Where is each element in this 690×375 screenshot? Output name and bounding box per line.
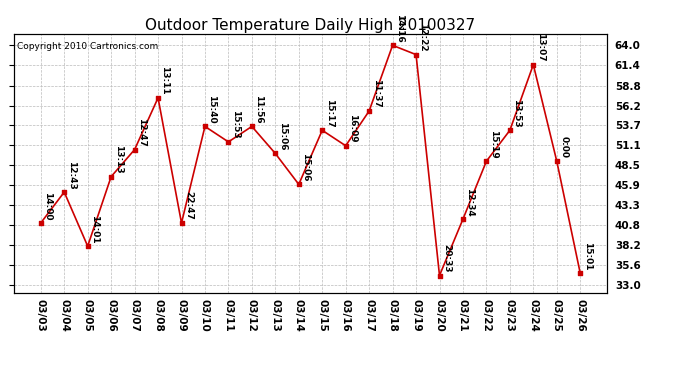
Text: 22:47: 22:47 [184, 191, 193, 220]
Title: Outdoor Temperature Daily High 20100327: Outdoor Temperature Daily High 20100327 [146, 18, 475, 33]
Text: 15:17: 15:17 [325, 99, 334, 128]
Point [199, 123, 210, 129]
Point [82, 243, 93, 249]
Text: 12:43: 12:43 [67, 160, 76, 189]
Point [59, 189, 70, 195]
Point [551, 158, 562, 164]
Text: 12:47: 12:47 [137, 118, 146, 147]
Point [270, 150, 281, 156]
Point [481, 158, 492, 164]
Text: 15:06: 15:06 [302, 153, 310, 182]
Text: 15:40: 15:40 [208, 95, 217, 124]
Text: 12:22: 12:22 [419, 23, 428, 52]
Point [340, 143, 351, 149]
Text: 13:11: 13:11 [161, 66, 170, 95]
Text: Copyright 2010 Cartronics.com: Copyright 2010 Cartronics.com [17, 42, 158, 51]
Text: 11:56: 11:56 [255, 95, 264, 124]
Point [457, 216, 469, 222]
Point [364, 108, 375, 114]
Text: 14:00: 14:00 [43, 192, 52, 220]
Point [575, 270, 586, 276]
Point [35, 220, 46, 226]
Text: 16:09: 16:09 [348, 114, 357, 143]
Point [528, 62, 539, 68]
Text: 15:06: 15:06 [278, 122, 287, 151]
Text: 15:19: 15:19 [489, 130, 498, 158]
Text: 0:00: 0:00 [559, 136, 569, 158]
Point [411, 52, 422, 58]
Text: 13:13: 13:13 [114, 145, 123, 174]
Text: 12:34: 12:34 [465, 188, 475, 216]
Text: 20:33: 20:33 [442, 244, 451, 273]
Text: 14:16: 14:16 [395, 14, 404, 42]
Point [434, 273, 445, 279]
Point [293, 182, 304, 188]
Point [387, 42, 398, 48]
Text: 13:07: 13:07 [535, 33, 545, 62]
Text: 15:01: 15:01 [582, 242, 591, 270]
Point [317, 127, 328, 133]
Text: 15:53: 15:53 [231, 111, 240, 139]
Text: 11:37: 11:37 [372, 80, 381, 108]
Point [246, 123, 257, 129]
Point [176, 220, 187, 226]
Point [152, 95, 164, 101]
Point [129, 147, 140, 153]
Point [223, 139, 234, 145]
Text: 14:01: 14:01 [90, 215, 99, 243]
Point [106, 174, 117, 180]
Point [504, 127, 515, 133]
Text: 13:53: 13:53 [512, 99, 522, 128]
